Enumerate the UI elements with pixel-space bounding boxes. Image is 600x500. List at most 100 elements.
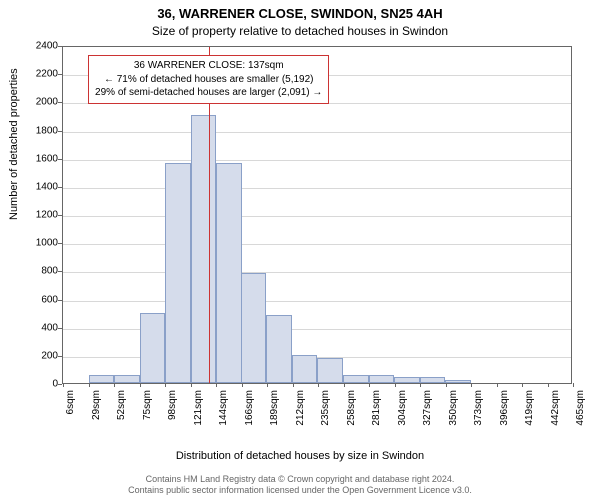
x-tick-mark xyxy=(573,383,574,387)
y-tick-label: 1000 xyxy=(8,238,58,249)
x-tick-label: 75sqm xyxy=(142,390,153,420)
x-tick-mark xyxy=(318,383,319,387)
x-tick-mark xyxy=(63,383,64,387)
histogram-bar xyxy=(165,163,191,383)
histogram-bar xyxy=(394,377,420,383)
histogram-bar xyxy=(266,315,292,383)
y-tick-mark xyxy=(58,271,62,272)
histogram-bar xyxy=(114,375,140,383)
y-tick-mark xyxy=(58,159,62,160)
x-tick-label: 52sqm xyxy=(116,390,127,420)
x-tick-mark xyxy=(191,383,192,387)
histogram-bar xyxy=(241,273,267,383)
y-tick-mark xyxy=(58,187,62,188)
x-tick-label: 6sqm xyxy=(65,390,76,414)
chart-title-main: 36, WARRENER CLOSE, SWINDON, SN25 4AH xyxy=(0,6,600,21)
y-tick-mark xyxy=(58,102,62,103)
y-tick-mark xyxy=(58,46,62,47)
x-tick-mark xyxy=(216,383,217,387)
footer-line-2: Contains public sector information licen… xyxy=(0,485,600,496)
x-tick-mark xyxy=(114,383,115,387)
x-tick-mark xyxy=(471,383,472,387)
y-tick-label: 400 xyxy=(8,322,58,333)
x-tick-label: 304sqm xyxy=(397,390,408,426)
y-tick-mark xyxy=(58,243,62,244)
x-tick-mark xyxy=(522,383,523,387)
y-tick-label: 1400 xyxy=(8,181,58,192)
gridline-h xyxy=(63,301,571,302)
annotation-line-2: ← 71% of detached houses are smaller (5,… xyxy=(95,73,322,87)
gridline-h xyxy=(63,160,571,161)
x-tick-mark xyxy=(369,383,370,387)
annotation-line-1: 36 WARRENER CLOSE: 137sqm xyxy=(95,59,322,73)
histogram-bar xyxy=(445,380,471,383)
y-tick-mark xyxy=(58,74,62,75)
y-tick-label: 600 xyxy=(8,294,58,305)
histogram-bar xyxy=(89,375,115,383)
gridline-h xyxy=(63,244,571,245)
annotation-box: 36 WARRENER CLOSE: 137sqm← 71% of detach… xyxy=(88,55,329,104)
y-tick-label: 2400 xyxy=(8,41,58,52)
x-tick-label: 465sqm xyxy=(575,390,586,426)
x-tick-mark xyxy=(293,383,294,387)
y-tick-mark xyxy=(58,131,62,132)
gridline-h xyxy=(63,272,571,273)
x-tick-label: 442sqm xyxy=(550,390,561,426)
x-tick-label: 212sqm xyxy=(295,390,306,426)
x-tick-label: 419sqm xyxy=(524,390,535,426)
y-tick-label: 1800 xyxy=(8,125,58,136)
y-tick-label: 0 xyxy=(8,379,58,390)
histogram-bar xyxy=(369,375,395,383)
x-tick-mark xyxy=(344,383,345,387)
x-tick-mark xyxy=(420,383,421,387)
x-tick-label: 327sqm xyxy=(422,390,433,426)
y-tick-mark xyxy=(58,356,62,357)
histogram-bar xyxy=(216,163,242,383)
x-tick-mark xyxy=(395,383,396,387)
x-tick-label: 144sqm xyxy=(218,390,229,426)
y-tick-mark xyxy=(58,384,62,385)
gridline-h xyxy=(63,188,571,189)
x-tick-label: 281sqm xyxy=(371,390,382,426)
histogram-bar xyxy=(420,377,446,383)
histogram-bar xyxy=(292,355,318,383)
y-tick-mark xyxy=(58,215,62,216)
footer-attribution: Contains HM Land Registry data © Crown c… xyxy=(0,474,600,497)
y-tick-label: 1200 xyxy=(8,210,58,221)
x-tick-mark xyxy=(242,383,243,387)
x-tick-label: 396sqm xyxy=(499,390,510,426)
footer-line-1: Contains HM Land Registry data © Crown c… xyxy=(0,474,600,485)
plot-area: 36 WARRENER CLOSE: 137sqm← 71% of detach… xyxy=(62,46,572,384)
histogram-bar xyxy=(317,358,343,383)
y-tick-label: 2000 xyxy=(8,97,58,108)
y-axis-label: Number of detached properties xyxy=(8,68,20,220)
x-tick-mark xyxy=(497,383,498,387)
x-tick-mark xyxy=(165,383,166,387)
histogram-bar xyxy=(191,115,217,383)
x-tick-label: 29sqm xyxy=(91,390,102,420)
x-tick-label: 258sqm xyxy=(346,390,357,426)
y-tick-label: 2200 xyxy=(8,69,58,80)
histogram-bar xyxy=(343,375,369,383)
x-tick-mark xyxy=(446,383,447,387)
gridline-h xyxy=(63,132,571,133)
x-axis-label: Distribution of detached houses by size … xyxy=(0,450,600,462)
gridline-h xyxy=(63,216,571,217)
x-tick-label: 98sqm xyxy=(167,390,178,420)
y-tick-label: 200 xyxy=(8,350,58,361)
x-tick-label: 166sqm xyxy=(244,390,255,426)
histogram-bar xyxy=(140,313,166,383)
y-tick-mark xyxy=(58,300,62,301)
x-tick-label: 189sqm xyxy=(269,390,280,426)
annotation-line-3: 29% of semi-detached houses are larger (… xyxy=(95,86,322,100)
x-tick-label: 350sqm xyxy=(448,390,459,426)
y-tick-label: 800 xyxy=(8,266,58,277)
x-tick-mark xyxy=(548,383,549,387)
x-tick-label: 373sqm xyxy=(473,390,484,426)
x-tick-label: 235sqm xyxy=(320,390,331,426)
chart-title-sub: Size of property relative to detached ho… xyxy=(0,24,600,38)
x-tick-mark xyxy=(89,383,90,387)
y-tick-label: 1600 xyxy=(8,153,58,164)
y-tick-mark xyxy=(58,328,62,329)
x-tick-mark xyxy=(140,383,141,387)
